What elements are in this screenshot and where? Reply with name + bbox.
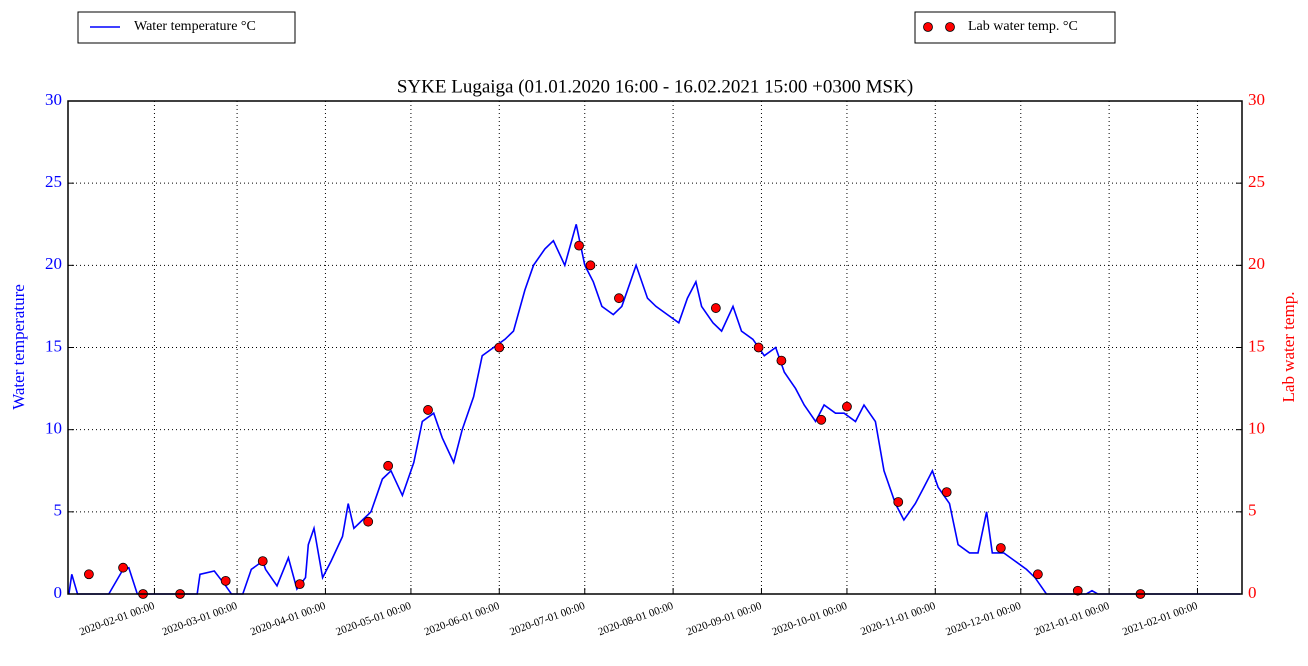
y2-tick-label: 30 [1248, 90, 1265, 109]
x-tick-label: 2021-02-01 00:00 [1121, 600, 1200, 639]
x-tick-label: 2020-04-01 00:00 [249, 600, 328, 639]
lab-point [995, 543, 1006, 553]
y2-tick-label: 15 [1248, 336, 1265, 355]
lab-point [83, 569, 94, 580]
y2-tick-label: 20 [1248, 254, 1265, 273]
x-tick-label: 2020-10-01 00:00 [770, 600, 849, 639]
y2-tick-label: 25 [1248, 172, 1265, 191]
y-tick-label: 10 [45, 419, 62, 438]
lab-point [363, 516, 374, 527]
y2-axis-label: Lab water temp. [1279, 292, 1298, 403]
x-tick-label: 2020-12-01 00:00 [944, 600, 1023, 639]
chart-title: SYKE Lugaiga (01.01.2020 16:00 - 16.02.2… [397, 76, 913, 97]
y2-tick-label: 0 [1248, 583, 1257, 602]
lab-point [423, 405, 433, 415]
y-axis-label: Water temperature [9, 284, 28, 410]
lab-point [118, 562, 128, 573]
legend-dot [945, 22, 955, 32]
lab-point [1072, 585, 1083, 596]
plot-frame [67, 100, 1243, 595]
y-tick-label: 20 [45, 254, 62, 273]
x-tick-label: 2021-01-01 00:00 [1033, 600, 1112, 639]
lab-point [753, 342, 764, 353]
lab-point [842, 401, 852, 412]
legend-label: Lab water temp. °C [968, 19, 1078, 34]
x-tick-label: 2020-02-01 00:00 [78, 600, 157, 639]
lab-point [494, 342, 505, 353]
lab-point [710, 303, 721, 313]
y-tick-label: 25 [45, 172, 62, 191]
x-tick-label: 2020-11-01 00:00 [859, 600, 938, 638]
x-tick-label: 2020-06-01 00:00 [423, 600, 502, 639]
x-tick-label: 2020-05-01 00:00 [334, 600, 413, 639]
y2-tick-label: 10 [1248, 419, 1265, 438]
lab-point [893, 497, 904, 507]
x-tick-label: 2020-03-01 00:00 [161, 600, 240, 639]
lab-point [816, 414, 827, 425]
lab-point [257, 556, 268, 567]
legend-dot [923, 22, 933, 32]
y2-tick-label: 5 [1248, 501, 1257, 520]
y-tick-label: 5 [54, 501, 63, 520]
legend-label: Water temperature °C [134, 19, 256, 34]
lab-point [941, 487, 952, 498]
x-tick-label: 2020-08-01 00:00 [597, 600, 676, 639]
lab-point [614, 293, 624, 304]
y-tick-label: 30 [45, 90, 62, 109]
x-tick-label: 2020-07-01 00:00 [508, 600, 587, 639]
lab-point [220, 575, 231, 586]
lab-point [585, 260, 596, 271]
lab-point [574, 240, 584, 251]
lab-point [776, 355, 787, 366]
y-tick-label: 0 [54, 583, 63, 602]
lab-point [383, 460, 394, 471]
x-tick-label: 2020-09-01 00:00 [685, 600, 764, 639]
series-line [68, 224, 1241, 595]
y-tick-label: 15 [45, 336, 62, 355]
lab-point [1032, 569, 1043, 580]
lab-point [294, 579, 305, 590]
